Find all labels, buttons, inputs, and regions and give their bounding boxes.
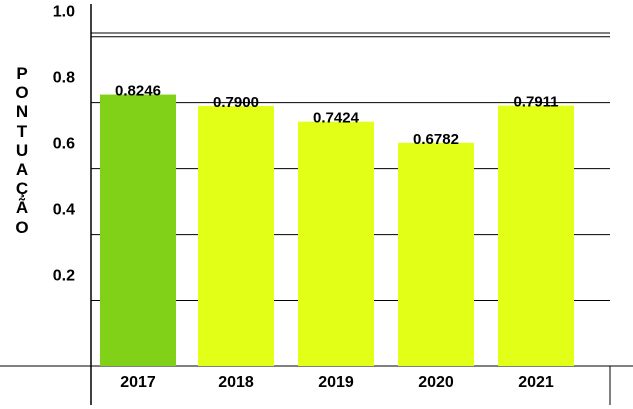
x-tick-label-2017: 2017 [120, 374, 156, 391]
x-tick-label-2018: 2018 [218, 374, 254, 391]
y-axis-title-letter: A [15, 160, 29, 180]
y-tick-label: 0.2 [53, 268, 75, 285]
data-labels: 0.8246 0.7900 0.7424 0.6782 0.7911 [115, 83, 558, 148]
x-tick-label-2021: 2021 [518, 374, 554, 391]
y-tick-label: 0.6 [53, 136, 75, 153]
y-tick-labels: 0.2 0.4 0.6 0.8 1.0 [53, 4, 75, 285]
data-label-2018: 0.7900 [213, 94, 259, 111]
x-tick-label-2019: 2019 [318, 374, 354, 391]
y-tick-label: 1.0 [53, 4, 75, 21]
data-label-2021: 0.7911 [513, 94, 558, 111]
y-tick-label: 0.8 [53, 70, 75, 87]
data-label-2020: 0.6782 [413, 131, 459, 148]
bar-2019 [298, 121, 374, 366]
x-tick-label-2020: 2020 [418, 374, 454, 391]
bar-2018 [198, 105, 274, 366]
y-axis-title-letter: Ã [15, 198, 29, 218]
y-axis-title-letter: O [15, 217, 29, 237]
y-axis-title-letter: U [15, 140, 29, 160]
y-axis-title-letter: T [16, 121, 28, 141]
x-tick-labels: 2017 2018 2019 2020 2021 [120, 374, 554, 391]
y-axis-title-letter: P [16, 64, 28, 83]
y-tick-label: 0.4 [53, 202, 75, 219]
data-label-2017: 0.8246 [115, 83, 161, 100]
bar-2017 [100, 94, 176, 366]
y-axis-title-letter: N [15, 102, 29, 122]
bars [100, 94, 574, 367]
data-label-2019: 0.7424 [313, 110, 360, 127]
bar-2021 [498, 105, 574, 367]
bar-2020 [398, 142, 474, 366]
y-axis-title-letter: O [15, 83, 29, 103]
y-axis-title-letter: Ç [15, 179, 29, 199]
